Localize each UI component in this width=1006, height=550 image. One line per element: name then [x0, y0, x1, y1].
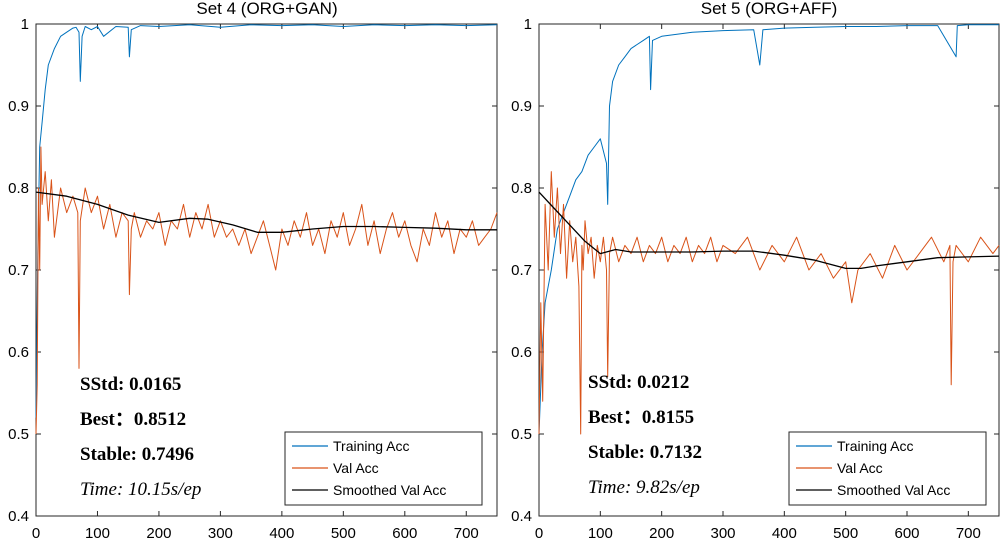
y-tick-label: 0.5 [511, 426, 532, 443]
x-tick-label: 200 [146, 525, 171, 542]
legend-label-smoothed: Smoothed Val Acc [837, 482, 950, 498]
x-tick-label: 400 [772, 525, 797, 542]
axes: 0 100 200 300 400 500 600 700 0.4 0.5 0.6 0.7 0.8 0.9… [8, 16, 498, 542]
legend-label-training: Training Acc [333, 438, 410, 454]
stat-stable: Stable: 0.7496 [80, 444, 194, 465]
x-tick-label: 200 [649, 525, 674, 542]
stat-sstd: SStd: 0.0165 [80, 374, 181, 395]
smoothed-val-acc-line [35, 191, 497, 233]
y-tick-label: 0.9 [8, 98, 29, 115]
stat-best: Best：0.8155 [588, 407, 694, 428]
legend-label-val: Val Acc [837, 460, 883, 476]
y-tick-label: 1 [524, 16, 532, 33]
stat-stable: Stable: 0.7132 [588, 442, 702, 463]
x-tick-label: 100 [588, 525, 613, 542]
x-tick-label: 600 [392, 525, 417, 542]
series-layer [538, 24, 1000, 435]
y-tick-label: 0.7 [511, 262, 532, 279]
legend-label-training: Training Acc [837, 438, 914, 454]
stat-sstd: SStd: 0.0212 [588, 372, 689, 393]
x-tick-label: 400 [269, 525, 294, 542]
y-tick-label: 0.6 [8, 344, 29, 361]
x-tick-label: 300 [710, 525, 735, 542]
y-tick-label: 0.8 [511, 180, 532, 197]
y-tick-label: 0.5 [8, 426, 29, 443]
x-tick-label: 600 [894, 525, 919, 542]
x-tick-label: 700 [454, 525, 479, 542]
chart-title: Set 4 (ORG+GAN) [196, 0, 337, 18]
smoothed-val-acc-line [538, 191, 1000, 270]
y-tick-label: 0.8 [8, 180, 29, 197]
chart-panel-set5: Set 5 (ORG+AFF) 0 100 200 300 400 500 600 700 0.… [511, 0, 1000, 542]
legend: Training Acc Val Acc Smoothed Val Acc [788, 431, 987, 506]
stat-time: Time: 9.82s/ep [588, 477, 700, 498]
x-tick-label: 0 [32, 525, 40, 542]
stat-time: Time: 10.15s/ep [80, 479, 201, 500]
chart-title: Set 5 (ORG+AFF) [701, 0, 838, 18]
axes: 0 100 200 300 400 500 600 700 0.4 0.5 0.6 0.7 0.8 0.9… [511, 16, 1000, 542]
stat-best: Best：0.8512 [80, 409, 186, 430]
y-tick-label: 0.4 [511, 508, 532, 525]
series-layer [35, 24, 498, 435]
chart-panel-set4: Set 4 (ORG+GAN) 0 100 200 300 400 500 600 700 0.… [8, 0, 498, 542]
y-tick-label: 0.4 [8, 508, 29, 525]
y-tick-label: 1 [21, 16, 29, 33]
x-tick-label: 500 [331, 525, 356, 542]
x-tick-label: 300 [208, 525, 233, 542]
stats-annotation: SStd: 0.0212 Best：0.8155 Stable: 0.7132 … [588, 372, 702, 498]
val-acc-line [538, 171, 1000, 435]
y-tick-label: 0.6 [511, 344, 532, 361]
x-tick-label: 0 [535, 525, 543, 542]
y-tick-label: 0.7 [8, 262, 29, 279]
x-tick-label: 100 [85, 525, 110, 542]
training-acc-line [35, 24, 498, 418]
y-tick-label: 0.9 [511, 98, 532, 115]
x-tick-label: 500 [833, 525, 858, 542]
stats-annotation: SStd: 0.0165 Best：0.8512 Stable: 0.7496 … [80, 374, 201, 500]
legend-label-smoothed: Smoothed Val Acc [333, 482, 446, 498]
val-acc-line [35, 146, 498, 435]
legend: Training Acc Val Acc Smoothed Val Acc [284, 431, 483, 506]
training-acc-line [538, 24, 999, 435]
legend-label-val: Val Acc [333, 460, 379, 476]
x-tick-label: 700 [956, 525, 981, 542]
